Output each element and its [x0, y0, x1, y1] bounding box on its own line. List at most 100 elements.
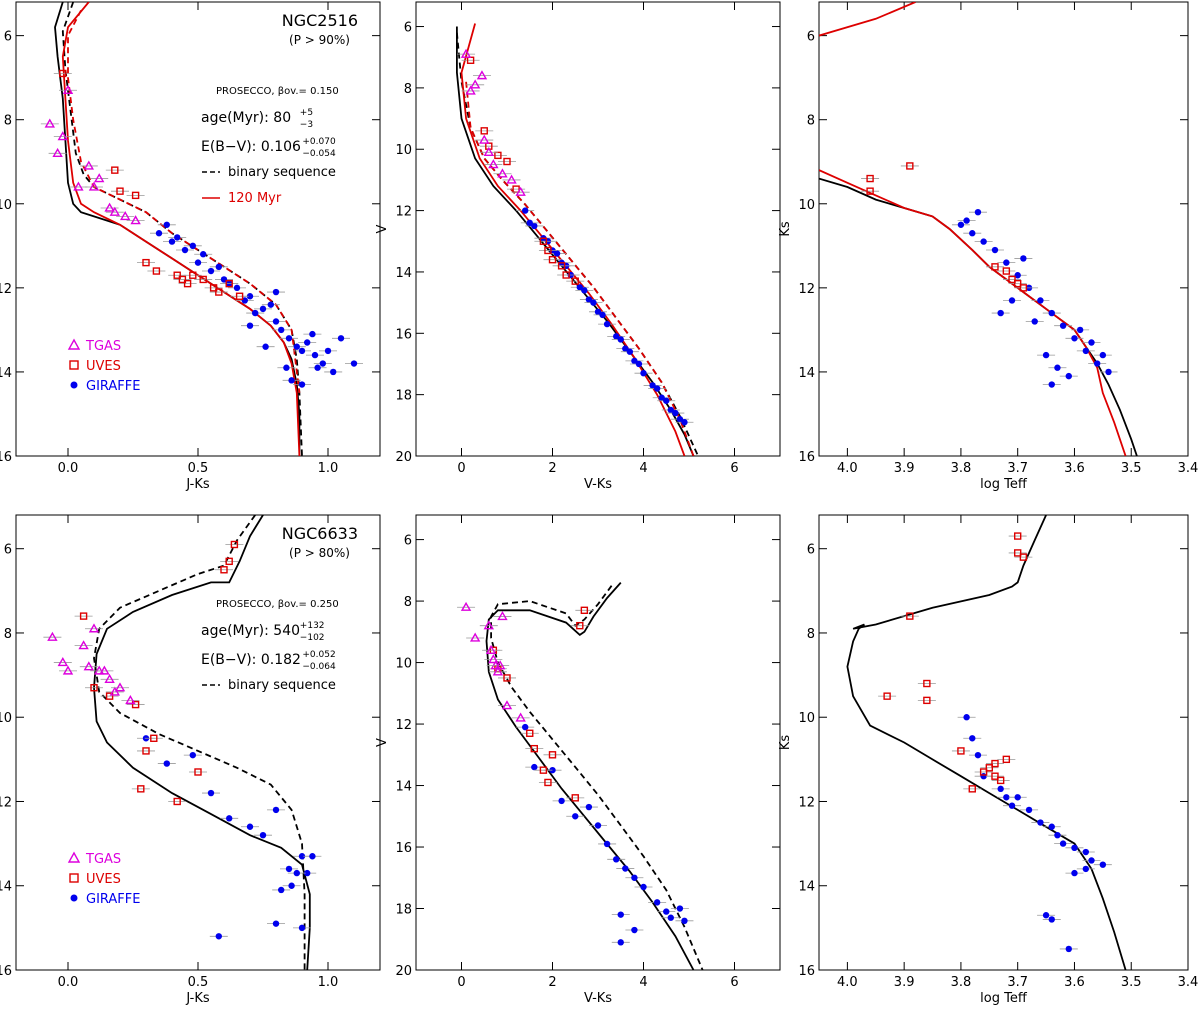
uves-point [152, 267, 161, 275]
giraffe-point [681, 419, 688, 426]
uves-point [194, 768, 202, 776]
y-tick-label: 10 [798, 198, 815, 213]
tgas-point [125, 694, 136, 705]
uves-point [225, 279, 233, 288]
giraffe-point [617, 911, 624, 918]
series-line-binary [490, 585, 704, 970]
y-tick-label: 6 [807, 543, 815, 558]
giraffe-point [1099, 861, 1107, 868]
legend-giraffe-marker [70, 381, 78, 389]
giraffe-point [1031, 318, 1038, 325]
x-tick-label: 0 [457, 461, 465, 476]
y-axis-label: V [375, 738, 390, 747]
giraffe-point [969, 735, 976, 742]
giraffe-point [1042, 912, 1050, 919]
series-line-isochrone [819, 177, 1138, 456]
plot-frame [15, 514, 381, 971]
uves-point [548, 255, 557, 264]
y-tick-label: 6 [404, 534, 412, 549]
giraffe-point [522, 207, 529, 214]
plot-frame [818, 514, 1189, 971]
uves-point [503, 157, 511, 166]
giraffe-point [531, 763, 538, 771]
tgas-point [104, 202, 115, 212]
series-line-isochrone [93, 515, 311, 970]
giraffe-point [283, 364, 290, 371]
giraffe-point [676, 905, 684, 912]
y-tick-label: 10 [0, 711, 12, 726]
giraffe-point [653, 385, 661, 392]
y-axis-label: Ks [778, 735, 793, 751]
giraffe-point [272, 288, 280, 296]
uves-point [923, 679, 931, 688]
giraffe-point [980, 238, 987, 245]
giraffe-point [194, 259, 202, 266]
tgas-point [485, 644, 497, 654]
y-tick-label: 10 [798, 711, 815, 726]
uves-point [235, 292, 244, 300]
x-tick-label: 0.5 [188, 461, 209, 476]
giraffe-point [1054, 364, 1061, 371]
giraffe-point [1082, 848, 1090, 856]
giraffe-point [631, 926, 638, 934]
x-axis-label: log Teff [980, 991, 1028, 1006]
uves-point [576, 621, 584, 630]
tgas-point [93, 173, 105, 183]
x-tick-label: 3.8 [951, 975, 972, 990]
series-line-120-myr [61, 2, 301, 456]
uves-point [215, 288, 223, 296]
x-tick-label: 3.7 [1007, 975, 1028, 990]
legend-binary-label: binary sequence [228, 678, 336, 693]
y-tick-label: 6 [404, 21, 412, 36]
uves-point [189, 271, 197, 279]
giraffe-point [1071, 335, 1078, 342]
uves-point [116, 187, 124, 195]
giraffe-point [663, 908, 670, 915]
y-tick-label: 10 [395, 143, 412, 158]
giraffe-point [653, 899, 661, 906]
data-layer [846, 515, 1127, 970]
y-tick-label: 16 [395, 841, 412, 856]
uves-point [1019, 284, 1028, 292]
membership-prob: (P > 90%) [289, 33, 350, 47]
tgas-point [515, 186, 526, 196]
giraffe-point [304, 339, 311, 346]
y-tick-label: 6 [4, 30, 12, 45]
giraffe-point [640, 883, 647, 891]
giraffe-point [207, 267, 215, 275]
uves-point [209, 284, 218, 292]
giraffe-point [1014, 272, 1021, 279]
x-axis-label: V-Ks [584, 477, 612, 492]
y-tick-label: 14 [0, 880, 12, 895]
x-tick-label: 4.0 [837, 461, 858, 476]
giraffe-point [272, 318, 280, 325]
giraffe-point [585, 296, 593, 303]
age-label: age(Myr): 540 [201, 623, 300, 639]
tgas-point [501, 700, 513, 710]
giraffe-point [1093, 360, 1101, 367]
uves-point [923, 696, 931, 705]
giraffe-point [1088, 857, 1095, 864]
giraffe-point [189, 751, 196, 759]
uves-point [991, 772, 999, 780]
giraffe-point [667, 406, 674, 414]
giraffe-point [531, 222, 538, 230]
giraffe-point [1065, 372, 1072, 380]
giraffe-point [1020, 255, 1027, 262]
tgas-point [57, 131, 69, 141]
giraffe-point [278, 886, 285, 894]
giraffe-point [1071, 869, 1078, 877]
uves-point [539, 237, 548, 245]
giraffe-point [957, 221, 965, 228]
uves-point [220, 566, 228, 574]
x-tick-label: 3.8 [951, 461, 972, 476]
plot-frame [818, 1, 1189, 457]
giraffe-point [215, 263, 222, 271]
series-line-isochrone [485, 582, 695, 970]
y-tick-label: 10 [0, 198, 12, 213]
uves-point [526, 729, 534, 737]
legend-uves-marker [69, 360, 79, 370]
x-tick-label: 0.5 [188, 975, 209, 990]
series-line-120-myr-top [819, 2, 916, 37]
y-tick-label: 8 [807, 627, 815, 642]
